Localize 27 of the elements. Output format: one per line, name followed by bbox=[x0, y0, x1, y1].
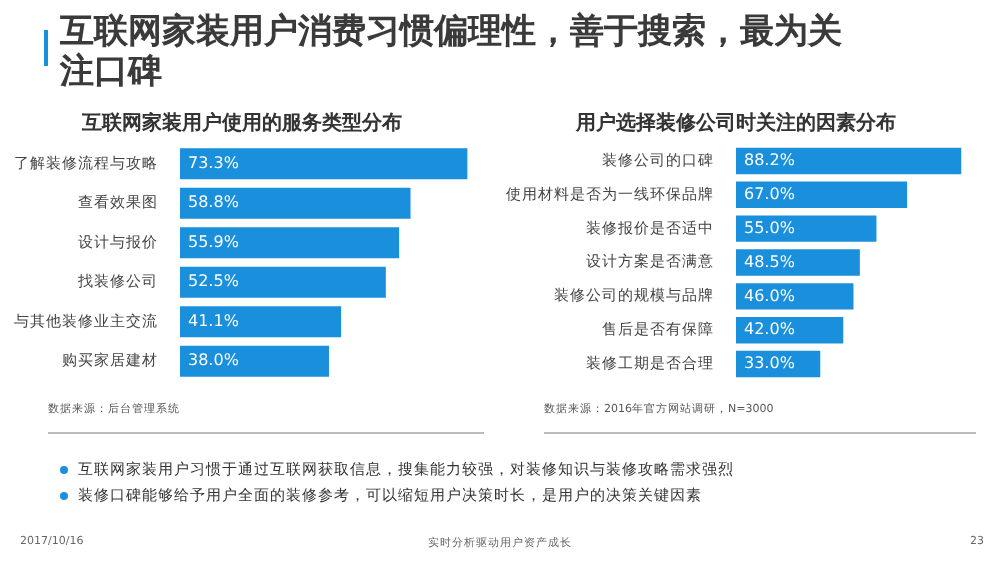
data-label: 58.8% bbox=[188, 193, 240, 212]
data-label: 33.0% bbox=[744, 354, 796, 373]
text: 互联网家装用户消费习惯偏理性，善于搜索，最为关注口碑 bbox=[60, 12, 844, 92]
data-label: 46.0% bbox=[744, 286, 796, 305]
bar bbox=[180, 345, 329, 377]
bar bbox=[180, 148, 468, 180]
bar bbox=[180, 306, 342, 338]
bar bbox=[736, 181, 908, 208]
bar bbox=[180, 266, 386, 298]
data-label: 38.0% bbox=[188, 351, 240, 370]
bar bbox=[180, 227, 400, 259]
bar bbox=[736, 215, 877, 242]
data-label: 88.2% bbox=[744, 151, 796, 170]
data-label: 48.5% bbox=[744, 252, 796, 271]
chart-title: 互联网家装用户使用的服务类型分布 bbox=[80, 111, 402, 136]
bar bbox=[180, 187, 411, 219]
data-label: 55.9% bbox=[188, 232, 240, 251]
bar bbox=[736, 283, 854, 310]
data-label: 55.0% bbox=[744, 218, 796, 237]
data-label: 52.5% bbox=[188, 272, 240, 291]
data-label: 73.3% bbox=[188, 153, 240, 172]
chart-title: 用户选择装修公司时关注的因素分布 bbox=[574, 111, 896, 136]
data-label: 67.0% bbox=[744, 184, 796, 203]
data-label: 42.0% bbox=[744, 320, 796, 339]
data-label: 41.1% bbox=[188, 311, 240, 330]
bar bbox=[736, 249, 860, 276]
bar bbox=[736, 147, 962, 175]
